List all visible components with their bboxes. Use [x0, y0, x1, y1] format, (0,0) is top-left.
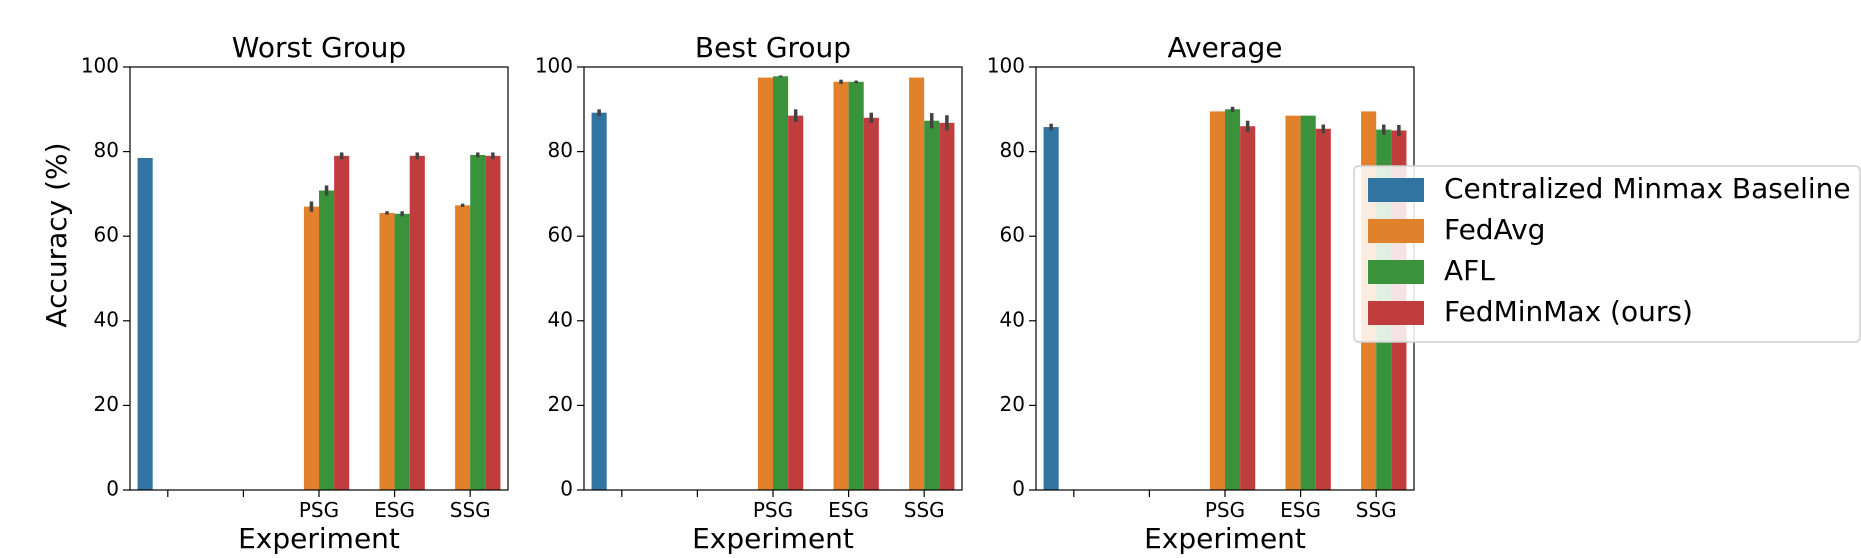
bar [1300, 115, 1316, 491]
bar [394, 213, 410, 490]
y-tick-label: 60 [1000, 223, 1025, 247]
bar [485, 155, 501, 490]
y-tick-label: 0 [1012, 477, 1025, 501]
bar [1209, 111, 1225, 490]
y-tick-label: 80 [548, 138, 573, 162]
y-axis-label: Accuracy (%) [40, 142, 73, 327]
y-tick-label: 0 [560, 477, 573, 501]
bar [909, 77, 925, 490]
y-tick-label: 100 [81, 54, 119, 78]
bar [591, 112, 607, 491]
bar [409, 155, 425, 490]
y-tick-label: 40 [94, 307, 119, 331]
panel-3: 0 20 40 60 80 100 PSG ESG SSG Average Experiment [987, 31, 1415, 555]
panel-2: 0 20 40 60 80 100 PSG ESG SSG Best Group Experimen… [535, 31, 963, 555]
y-tick-label: 60 [548, 223, 573, 247]
bar [924, 120, 940, 490]
bar [1240, 126, 1256, 490]
x-tick-label: SSG [904, 498, 945, 522]
bar [1043, 127, 1059, 490]
bar [319, 190, 335, 491]
bar [788, 115, 804, 491]
y-tick-label: 20 [1000, 392, 1025, 416]
legend-box [1353, 165, 1861, 343]
legend: Centralized Minmax Baseline FedAvg AFL FedM… [1353, 165, 1861, 343]
bar [455, 205, 471, 491]
y-tick-label: 100 [987, 54, 1025, 78]
bar [848, 81, 864, 491]
y-tick-label: 0 [106, 477, 119, 501]
y-tick-label: 20 [94, 392, 119, 416]
bar [1285, 115, 1301, 491]
y-tick-label: 80 [94, 138, 119, 162]
legend-swatch [1368, 219, 1424, 243]
x-tick-label: ESG [1280, 498, 1321, 522]
bar [334, 155, 350, 490]
x-tick-label: ESG [828, 498, 869, 522]
panel-title: Best Group [695, 31, 851, 64]
x-tick-label: PSG [299, 498, 339, 522]
x-tick-label: PSG [753, 498, 793, 522]
y-tick-label: 20 [548, 392, 573, 416]
bar [833, 81, 849, 491]
bar [379, 212, 395, 490]
legend-entry-label: AFL [1444, 254, 1495, 287]
panels: 0 20 40 60 80 100 PSG ESG SSG Worst Group Experime… [81, 31, 1415, 555]
x-tick-label: PSG [1205, 498, 1245, 522]
panel-title: Average [1168, 31, 1283, 64]
bar [470, 154, 486, 490]
panel-title: Worst Group [232, 31, 406, 64]
y-tick-label: 40 [548, 307, 573, 331]
y-tick-label: 60 [94, 223, 119, 247]
legend-entry-label: FedMinMax (ours) [1444, 295, 1693, 328]
x-axis-label: Experiment [692, 522, 854, 555]
bar [863, 117, 879, 490]
x-axis-label: Experiment [238, 522, 400, 555]
x-tick-label: ESG [374, 498, 415, 522]
panel-1: 0 20 40 60 80 100 PSG ESG SSG Worst Group Experime… [81, 31, 509, 555]
y-tick-label: 40 [1000, 307, 1025, 331]
bar [1225, 109, 1241, 491]
y-tick-label: 100 [535, 54, 573, 78]
bar [137, 157, 153, 490]
bar [773, 76, 789, 490]
bar [1315, 128, 1331, 490]
legend-entry-label: Centralized Minmax Baseline [1444, 172, 1851, 205]
x-tick-label: SSG [450, 498, 491, 522]
bar [757, 77, 773, 490]
legend-swatch [1368, 301, 1424, 325]
bar [303, 206, 319, 490]
y-tick-label: 80 [1000, 138, 1025, 162]
x-axis-label: Experiment [1144, 522, 1306, 555]
legend-swatch [1368, 178, 1424, 202]
legend-entry-label: FedAvg [1444, 213, 1545, 246]
legend-swatch [1368, 260, 1424, 284]
x-tick-label: SSG [1356, 498, 1397, 522]
bar [939, 122, 955, 490]
